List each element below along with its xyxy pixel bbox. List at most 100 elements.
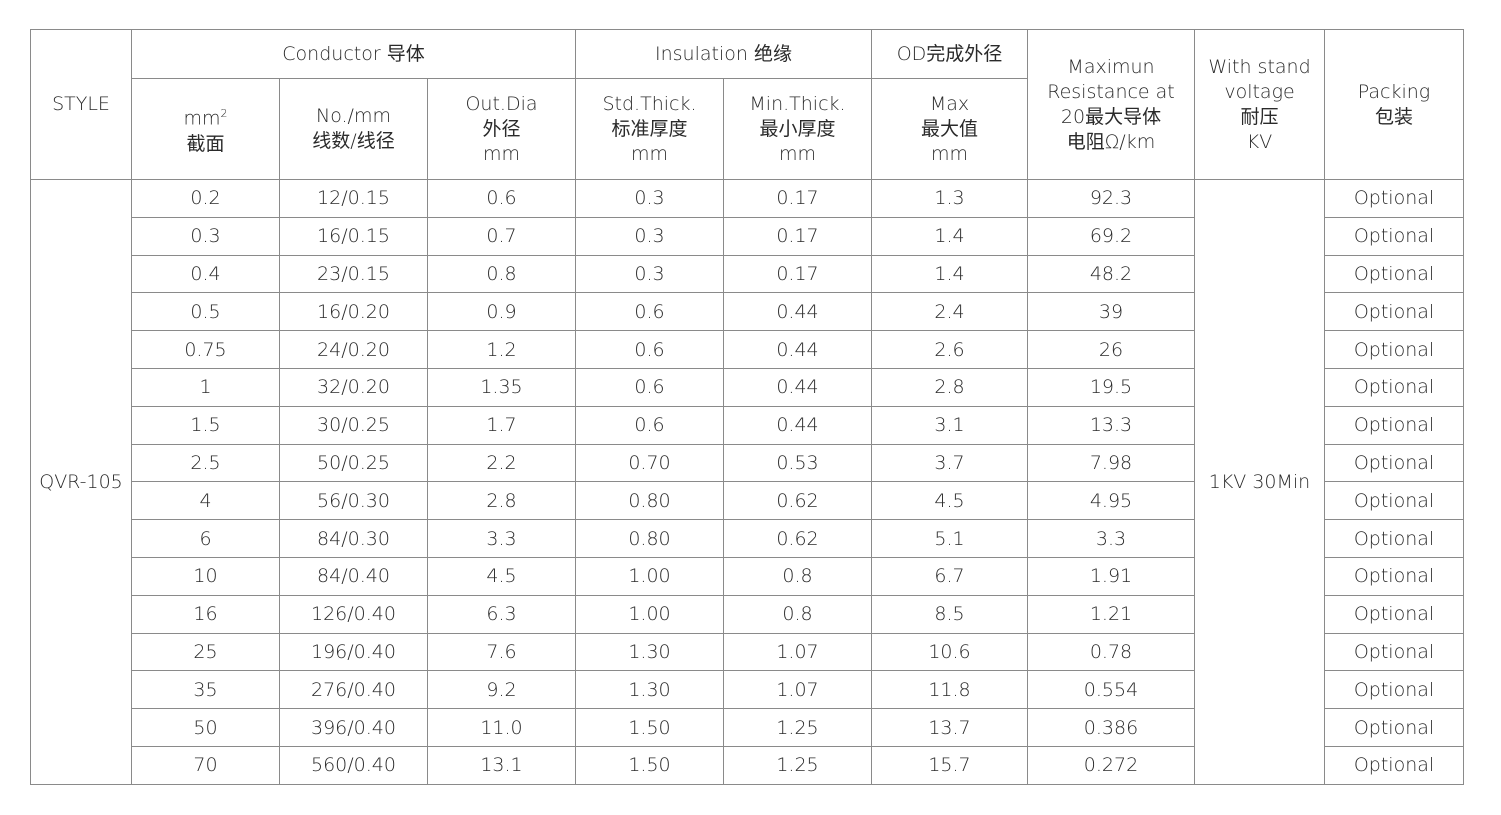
cell-packing: Optional xyxy=(1324,481,1464,521)
cell-out-dia: 0.6 xyxy=(427,179,576,218)
area-unit: mm xyxy=(183,107,221,130)
cell-resistance: 19.5 xyxy=(1027,367,1195,407)
cell-packing: Optional xyxy=(1324,670,1464,710)
cell-out-dia: 6.3 xyxy=(427,594,576,634)
cell-od-max: 1.3 xyxy=(871,179,1028,218)
cell-od-max: 2.4 xyxy=(871,292,1028,332)
cell-area: 0.2 xyxy=(131,179,280,218)
cell-strands: 196/0.40 xyxy=(279,632,428,672)
table-row: 1 32/0.20 1.35 0.6 0.44 2.8 19.5 Optional xyxy=(31,367,1464,407)
table-row: 6 84/0.30 3.3 0.80 0.62 5.1 3.3 Optional xyxy=(31,519,1464,558)
voltage-cell: 1KV 30Min xyxy=(1194,179,1325,785)
cell-std-thick: 1.30 xyxy=(575,632,724,672)
cell-od-max: 13.7 xyxy=(871,708,1028,747)
cell-strands: 12/0.15 xyxy=(279,179,428,218)
cell-std-thick: 0.3 xyxy=(575,179,724,218)
header-insulation: Insulation 绝缘 xyxy=(575,29,872,79)
cell-std-thick: 1.50 xyxy=(575,745,724,785)
cell-min-thick: 1.25 xyxy=(723,708,872,747)
cell-resistance: 92.3 xyxy=(1027,179,1195,218)
table-row: 0.5 16/0.20 0.9 0.6 0.44 2.4 39 Optional xyxy=(31,292,1464,332)
cell-min-thick: 0.17 xyxy=(723,254,872,294)
cell-packing: Optional xyxy=(1324,556,1464,596)
cell-resistance: 7.98 xyxy=(1027,443,1195,483)
cell-area: 16 xyxy=(131,594,280,634)
cell-resistance: 1.91 xyxy=(1027,556,1195,596)
cell-out-dia: 9.2 xyxy=(427,670,576,710)
table-row: 4 56/0.30 2.8 0.80 0.62 4.5 4.95 Optional xyxy=(31,481,1464,521)
table-row: QVR-105 0.2 12/0.15 0.6 0.3 0.17 1.3 92.3 1KV 30… xyxy=(30,179,1464,785)
cell-od-max: 3.7 xyxy=(871,443,1028,483)
spec-table: STYLE Conductor 导体 Insulation 绝缘 OD完成外径 … xyxy=(30,29,1464,785)
cell-packing: Optional xyxy=(1324,216,1464,256)
cell-packing: Optional xyxy=(1324,594,1464,634)
cell-area: 35 xyxy=(131,670,280,710)
cell-area: 4 xyxy=(131,481,280,521)
cell-resistance: 3.3 xyxy=(1027,519,1195,558)
cell-std-thick: 0.80 xyxy=(575,519,724,558)
cell-min-thick: 0.53 xyxy=(723,443,872,483)
cell-strands: 560/0.40 xyxy=(279,745,428,785)
cell-min-thick: 1.07 xyxy=(723,632,872,672)
cell-min-thick: 0.8 xyxy=(723,556,872,596)
cell-od-max: 4.5 xyxy=(871,481,1028,521)
cell-strands: 50/0.25 xyxy=(279,443,428,483)
cell-strands: 84/0.40 xyxy=(279,556,428,596)
table-row: 1.5 30/0.25 1.7 0.6 0.44 3.1 13.3 Optional xyxy=(31,405,1464,445)
cell-area: 50 xyxy=(131,708,280,747)
header-strands: No./mm 线数/线径 xyxy=(279,78,428,180)
cell-area: 10 xyxy=(131,556,280,596)
cell-std-thick: 0.6 xyxy=(575,330,724,369)
cell-std-thick: 0.6 xyxy=(575,367,724,407)
cell-std-thick: 1.00 xyxy=(575,556,724,596)
cell-min-thick: 0.17 xyxy=(723,216,872,256)
cell-packing: Optional xyxy=(1324,367,1464,407)
cell-area: 1.5 xyxy=(131,405,280,445)
cell-out-dia: 13.1 xyxy=(427,745,576,785)
cell-od-max: 10.6 xyxy=(871,632,1028,672)
header-voltage: With stand voltage 耐压 KV xyxy=(1194,29,1325,180)
cell-resistance: 69.2 xyxy=(1027,216,1195,256)
cell-strands: 23/0.15 xyxy=(279,254,428,294)
cell-resistance: 48.2 xyxy=(1027,254,1195,294)
header-od-max: Max 最大值 mm xyxy=(871,78,1028,180)
area-cn: 截面 xyxy=(186,132,225,155)
cell-out-dia: 11.0 xyxy=(427,708,576,747)
cell-min-thick: 0.8 xyxy=(723,594,872,634)
cell-od-max: 5.1 xyxy=(871,519,1028,558)
cell-od-max: 6.7 xyxy=(871,556,1028,596)
cell-area: 70 xyxy=(131,745,280,785)
header-area: mm2 截面 xyxy=(131,78,280,180)
cell-min-thick: 1.07 xyxy=(723,670,872,710)
cell-od-max: 1.4 xyxy=(871,254,1028,294)
cell-out-dia: 1.35 xyxy=(427,367,576,407)
cell-resistance: 4.95 xyxy=(1027,481,1195,521)
cell-resistance: 26 xyxy=(1027,330,1195,369)
cell-packing: Optional xyxy=(1324,179,1464,218)
header-resistance: Maximun Resistance at 20最大导体 电阻Ω/km xyxy=(1027,29,1195,180)
cell-packing: Optional xyxy=(1324,745,1464,785)
header-min-thick: Min.Thick. 最小厚度 mm xyxy=(723,78,872,180)
cell-out-dia: 3.3 xyxy=(427,519,576,558)
cell-std-thick: 0.70 xyxy=(575,443,724,483)
cell-std-thick: 0.6 xyxy=(575,292,724,332)
cell-std-thick: 0.80 xyxy=(575,481,724,521)
cell-area: 25 xyxy=(131,632,280,672)
cell-out-dia: 7.6 xyxy=(427,632,576,672)
cell-std-thick: 1.00 xyxy=(575,594,724,634)
cell-strands: 24/0.20 xyxy=(279,330,428,369)
cell-out-dia: 0.9 xyxy=(427,292,576,332)
cell-packing: Optional xyxy=(1324,443,1464,483)
cell-od-max: 15.7 xyxy=(871,745,1028,785)
cell-resistance: 0.554 xyxy=(1027,670,1195,710)
cell-std-thick: 0.3 xyxy=(575,254,724,294)
cell-packing: Optional xyxy=(1324,254,1464,294)
cell-area: 1 xyxy=(131,367,280,407)
cell-min-thick: 0.44 xyxy=(723,330,872,369)
cell-min-thick: 0.62 xyxy=(723,481,872,521)
cell-min-thick: 0.17 xyxy=(723,179,872,218)
cell-strands: 32/0.20 xyxy=(279,367,428,407)
cell-strands: 30/0.25 xyxy=(279,405,428,445)
cell-out-dia: 0.8 xyxy=(427,254,576,294)
cell-strands: 16/0.20 xyxy=(279,292,428,332)
